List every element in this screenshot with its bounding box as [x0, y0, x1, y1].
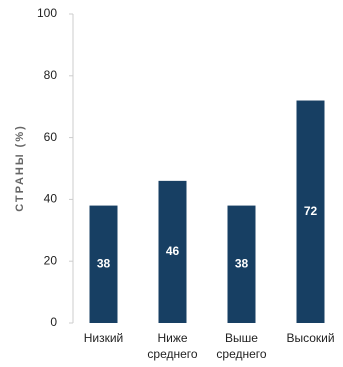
x-tick-label: Низкий — [83, 331, 124, 345]
x-tick-label: Ниже среднего — [147, 331, 198, 361]
value-label: 46 — [166, 244, 180, 258]
bar — [89, 205, 118, 323]
value-label: 38 — [235, 256, 249, 270]
value-label: 38 — [97, 256, 111, 270]
bar — [227, 205, 256, 323]
x-tick-label: Высокий — [286, 331, 335, 345]
x-tick-label: Выше среднего — [216, 331, 267, 361]
bar — [158, 180, 187, 323]
y-tick-label: 60 — [44, 130, 58, 144]
y-tick-label: 0 — [50, 315, 57, 329]
y-axis-title: СТРАНЫ (%) — [14, 124, 26, 212]
y-tick-label: 40 — [44, 192, 58, 206]
bar — [296, 100, 325, 324]
y-tick-label: 80 — [44, 68, 58, 82]
value-label: 72 — [304, 204, 318, 218]
y-tick-label: 100 — [37, 6, 57, 20]
y-tick-label: 20 — [44, 253, 58, 267]
